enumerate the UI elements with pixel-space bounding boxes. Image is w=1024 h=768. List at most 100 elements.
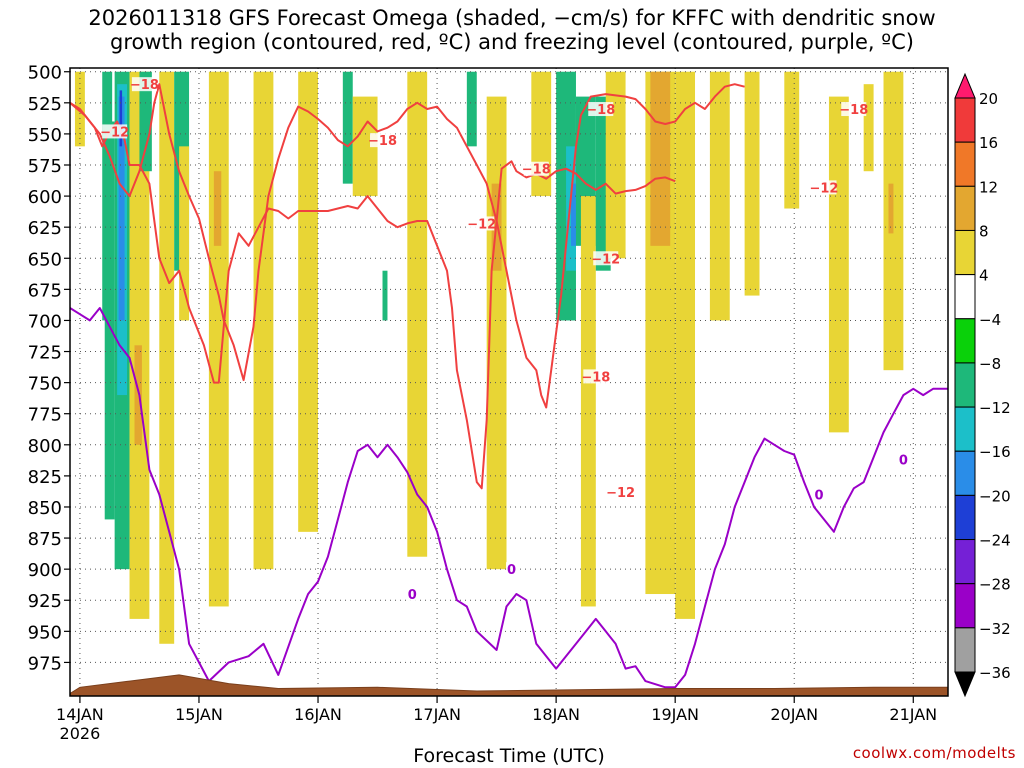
contour-label-7: −18 <box>581 370 610 385</box>
y-tick-label-925: 925 <box>28 591 62 612</box>
omega-cell-12 <box>179 146 190 321</box>
colorbar-box-0 <box>954 97 976 143</box>
contour-label-14: 0 <box>899 454 908 469</box>
x-axis-label: Forecast Time (UTC) <box>413 745 604 767</box>
contour-label-bg-2 <box>370 133 396 148</box>
contour-label-bg-5 <box>593 251 619 266</box>
contour-dgz--12C-contour <box>69 102 676 490</box>
y-tick-label-550: 550 <box>28 125 62 146</box>
omega-cell-6 <box>119 90 123 147</box>
contour-label-13: 0 <box>815 489 824 504</box>
contour-label-9: −12 <box>809 181 838 196</box>
colorbar-label-13: −36 <box>979 664 1011 682</box>
colorbar-box-7 <box>954 406 976 452</box>
colorbar-label-8: −16 <box>979 443 1011 461</box>
contour-label-5: −12 <box>591 252 620 267</box>
omega-cell-16 <box>298 71 319 532</box>
contour-label-bg-4 <box>469 216 495 231</box>
y-tick-label-875: 875 <box>28 529 62 550</box>
y-tick-label-950: 950 <box>28 622 62 643</box>
contour-label-bg-11 <box>406 587 418 602</box>
omega-cell-27 <box>571 183 576 246</box>
y-tick-label-725: 725 <box>28 343 62 364</box>
x-tick-label-20jan: 20JAN <box>770 705 818 724</box>
x-tick-label-16jan: 16JAN <box>294 705 342 724</box>
omega-cell-20 <box>407 71 428 557</box>
omega-cell-13 <box>208 71 229 607</box>
colorbar-box-1 <box>954 141 976 187</box>
colorbar-label-10: −24 <box>979 532 1011 550</box>
colorbar-label-6: −8 <box>979 355 1001 373</box>
contour-label-0: −18 <box>130 78 159 93</box>
omega-cell-41 <box>888 183 894 234</box>
colorbar-label-4: 4 <box>979 267 989 285</box>
watermark-text: coolwx.com/modelts <box>852 744 1016 762</box>
contour-label-8: −12 <box>606 486 635 501</box>
omega-cell-17 <box>342 71 353 184</box>
omega-cell-29 <box>580 196 596 607</box>
y-tick-label-600: 600 <box>28 187 62 208</box>
y-tick-label-625: 625 <box>28 218 62 239</box>
colorbar-box-11 <box>954 583 976 629</box>
omega-cell-8 <box>134 345 142 445</box>
omega-cell-2 <box>104 121 115 520</box>
y-tick-label-825: 825 <box>28 467 62 488</box>
contour-label-bg-8 <box>608 485 634 500</box>
contour-layer: −18 −12 −18 −18 −12 −12 −18 −18 −12 −12 −18 0 0 0 0 <box>69 77 948 689</box>
contour-label-2: −18 <box>368 134 397 149</box>
contour-label-bg-3 <box>523 161 549 176</box>
terrain-ground <box>69 674 949 697</box>
contour-label-bg-10 <box>841 102 867 117</box>
colorbar-box-12 <box>954 627 976 673</box>
colorbar-label-11: −28 <box>979 576 1011 594</box>
omega-cell-37 <box>784 71 800 209</box>
y-tick-label-700: 700 <box>28 311 62 332</box>
omega-cell-39 <box>863 84 874 172</box>
colorbar-label-12: −32 <box>979 620 1011 638</box>
y-tick-label-850: 850 <box>28 498 62 519</box>
contour-freezing-level-0C-contour <box>69 307 948 689</box>
colorbar-legend: 20 16 12 8 4 −4 −8 −12 −16 −20 −24 −28 −32 −36 <box>954 72 1011 698</box>
contour-label-4: −12 <box>467 217 496 232</box>
omega-cell-33 <box>650 71 671 246</box>
contour-label-11: 0 <box>408 588 417 603</box>
axes-layer: 500 525 550 575 600 625 650 675 700 725 750 775 800 8… <box>28 63 949 743</box>
contour-label-6: −18 <box>586 103 615 118</box>
y-tick-label-650: 650 <box>28 249 62 270</box>
contour-label-bg-12 <box>505 562 517 577</box>
colorbar-box-5 <box>954 318 976 364</box>
contour-label-bg-6 <box>588 102 614 117</box>
colorbar-box-4 <box>954 274 976 320</box>
colorbar-label-7: −12 <box>979 399 1011 417</box>
omega-cell-36 <box>744 71 760 296</box>
colorbar-label-1: 16 <box>979 134 998 152</box>
x-tick-label-14jan: 14JAN <box>56 705 104 724</box>
colorbar-box-9 <box>954 494 976 541</box>
colorbar-label-3: 8 <box>979 222 989 240</box>
colorbar-box-8 <box>954 450 976 496</box>
y-tick-label-525: 525 <box>28 94 62 115</box>
chart-title: 2026011318 GFS Forecast Omega (shaded, −… <box>0 6 1024 54</box>
contour-label-bg-0 <box>131 77 157 92</box>
contour-label-bg-14 <box>897 452 909 467</box>
omega-shading-layer <box>74 71 904 644</box>
colorbar-label-0: 20 <box>979 90 998 108</box>
omega-cell-38 <box>828 96 849 433</box>
contour-label-bg-7 <box>583 369 609 384</box>
omega-cell-21 <box>466 71 477 147</box>
contour-label-3: −18 <box>522 163 551 178</box>
omega-cell-19 <box>382 270 388 321</box>
y-tick-label-675: 675 <box>28 280 62 301</box>
omega-cell-10 <box>159 71 175 644</box>
y-tick-label-575: 575 <box>28 156 62 177</box>
contour-dgz--18C-contour <box>69 83 745 409</box>
x-tick-label-21jan: 21JAN <box>889 705 937 724</box>
colorbar-box-6 <box>954 362 976 408</box>
y-tick-label-975: 975 <box>28 653 62 674</box>
plot-frame <box>69 67 949 697</box>
colorbar-box-10 <box>954 539 976 585</box>
omega-cell-35 <box>709 71 730 321</box>
chart-title-line-2: growth region (contoured, red, ºC) and f… <box>110 30 914 54</box>
colorbar-box-3 <box>954 229 976 276</box>
